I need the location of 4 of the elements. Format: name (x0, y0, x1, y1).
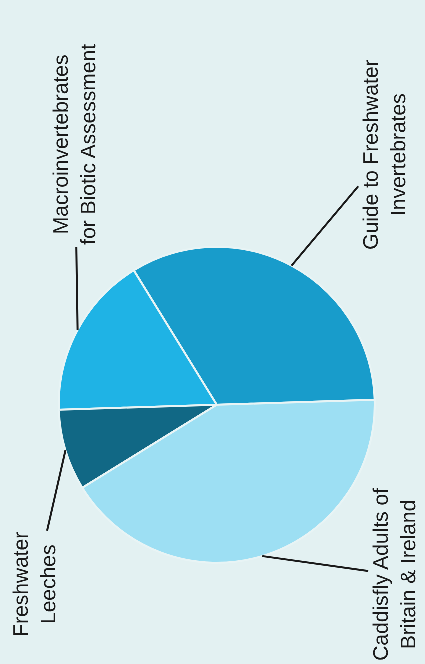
slice-label: Macroinvertebrates for Biotic Assessment (50, 44, 100, 245)
slice-label: Caddisfly Adults of Britain & Ireland (370, 488, 420, 661)
slice-label: Guide to Freshwater Invertebrates (360, 60, 410, 250)
slice-label: Freshwater Leeches (10, 532, 60, 637)
